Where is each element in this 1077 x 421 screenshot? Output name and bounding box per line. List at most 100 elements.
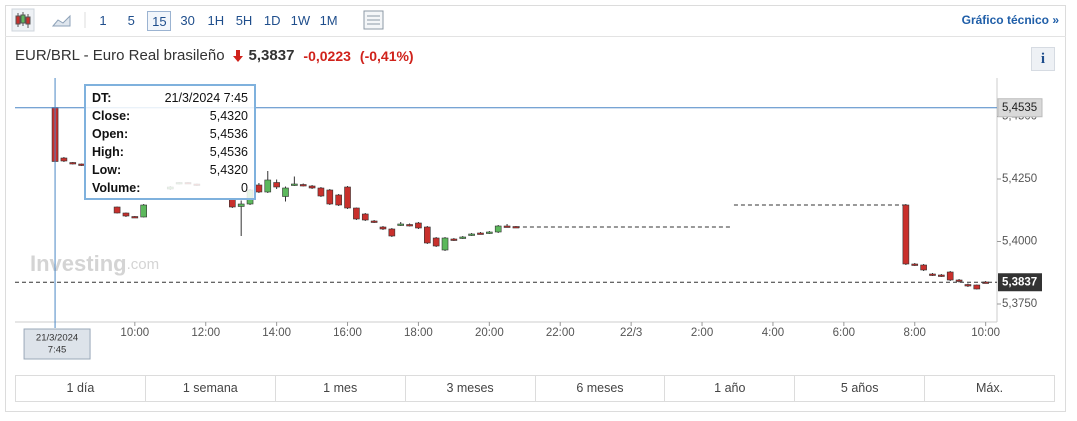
range-bar: 1 día 1 semana 1 mes 3 meses 6 meses 1 año 5 a… [15, 375, 1055, 402]
chart-type-icons [11, 8, 86, 32]
candle-body [423, 226, 431, 244]
info-button[interactable]: i [1031, 47, 1055, 71]
period-button[interactable]: 5 [127, 13, 135, 28]
candle-body [955, 279, 963, 282]
candle-body [486, 231, 493, 234]
candle-body [291, 183, 298, 186]
period-button[interactable]: 15 [147, 11, 172, 31]
change-percent: (-0,41%) [359, 47, 414, 64]
candle-body [415, 222, 422, 229]
symbol: EUR/BRL - Euro Real brasileño [15, 47, 225, 64]
candle-body [929, 273, 936, 276]
range-button[interactable]: Máx. [976, 381, 1004, 395]
candle-body [237, 203, 245, 207]
tooltip-value: 5,4320 [209, 109, 248, 123]
period-button[interactable]: 1D [263, 13, 281, 28]
tooltip-key: Low: [92, 163, 122, 177]
crosshair-x-time: 7:45 [48, 345, 67, 356]
candle-body [938, 274, 945, 277]
toolbar-divider [5, 36, 1066, 37]
candle-body [432, 237, 440, 247]
y-tick-label: 5,4000 [1002, 236, 1037, 248]
x-tick-label: 4:00 [762, 327, 784, 339]
candle-body [122, 212, 130, 217]
candle-body [902, 204, 910, 265]
candle-body [459, 236, 467, 239]
tooltip-value: 5,4536 [209, 145, 248, 159]
quote-header: EUR/BRL - Euro Real brasileño 5,3837 -0,… [15, 47, 414, 64]
last-price-label: 5,3837 [1002, 276, 1037, 288]
x-tick-label: 22:00 [546, 327, 575, 339]
watermark-domain: .com [127, 256, 160, 273]
x-tick-label: 10:00 [971, 327, 1000, 339]
x-tick-label: 6:00 [833, 327, 855, 339]
candlestick-icon[interactable] [11, 8, 35, 32]
period-button[interactable]: 1W [290, 13, 311, 28]
crosshair-y-box [997, 98, 1043, 118]
watermark: Investing.com [30, 251, 159, 276]
technical-chart-link[interactable]: Gráfico técnico » [961, 13, 1059, 27]
candle-body [335, 194, 342, 206]
candle-body [370, 220, 378, 223]
period-button[interactable]: 5H [235, 13, 253, 28]
candle-body [388, 228, 396, 237]
tooltip-key: Close: [92, 109, 131, 123]
tooltip-row: DT: 21/3/2024 7:45 [92, 89, 248, 107]
widget-frame [5, 5, 1066, 412]
table-icon[interactable] [362, 9, 386, 31]
range-button[interactable]: 1 año [665, 376, 796, 401]
x-tick-label: 22/3 [620, 327, 642, 339]
last-price-box [998, 273, 1042, 292]
candle-body [229, 198, 236, 208]
period-button[interactable]: 1H [207, 13, 225, 28]
candle-body [264, 179, 272, 193]
tooltip-value: 0 [241, 181, 248, 195]
candle-body [255, 184, 263, 193]
candle-body [131, 216, 139, 219]
candle-body [353, 207, 360, 220]
range-button[interactable]: 1 semana [146, 376, 276, 401]
down-arrow [232, 49, 243, 62]
x-tick-label: 18:00 [404, 327, 433, 339]
area-icon[interactable] [51, 14, 71, 27]
tooltip-key: High: [92, 145, 124, 159]
y-tick-label: 5,4250 [1002, 173, 1037, 185]
crosshair-y-label: 5,4535 [1002, 102, 1037, 114]
range-button[interactable]: 1 mes [276, 376, 406, 401]
tooltip-key: DT: [92, 91, 112, 105]
period-button[interactable]: 30 [180, 13, 195, 28]
range-button[interactable]: 3 meses [406, 376, 536, 401]
range-button[interactable]: 1 día [16, 376, 146, 401]
x-tick-label: 10:00 [120, 327, 149, 339]
range-button[interactable]: 6 meses [536, 376, 666, 401]
period-button[interactable]: 1M [319, 13, 338, 28]
tooltip-row: High: 5,4536 [92, 143, 248, 161]
chart: Investing.com5,37505,40005,42505,450010:… [15, 78, 1043, 360]
candle-body [344, 186, 351, 209]
candle-body [911, 263, 919, 266]
candle-body [468, 233, 475, 236]
range-button[interactable]: 5 años [795, 376, 926, 401]
crosshair-x-date: 21/3/2024 [36, 333, 78, 344]
tooltip-row: Close: 5,4320 [92, 107, 248, 125]
watermark-brand: Investing [30, 251, 127, 276]
candle-body [308, 185, 316, 189]
candle-body [964, 284, 972, 287]
candle-body [361, 213, 369, 221]
candle-body [113, 206, 121, 214]
x-tick-label: 8:00 [904, 327, 926, 339]
tooltip-value: 5,4320 [209, 163, 248, 177]
tooltip-key: Open: [92, 127, 129, 141]
period-button[interactable]: 1 [99, 13, 107, 28]
tooltip: DT: 21/3/2024 7:45 Close: 5,4320 Open: 5,4536… [84, 84, 256, 200]
tooltip-key: Volume: [92, 181, 141, 195]
candle-body [69, 162, 77, 165]
candle-body [326, 189, 334, 205]
candle-body [406, 224, 413, 227]
x-tick-label: 16:00 [333, 327, 362, 339]
candle-body [140, 204, 147, 218]
price: 5,3837 [248, 47, 295, 64]
candle-body [273, 182, 280, 188]
tooltip-row: Volume: 0 [92, 179, 248, 197]
